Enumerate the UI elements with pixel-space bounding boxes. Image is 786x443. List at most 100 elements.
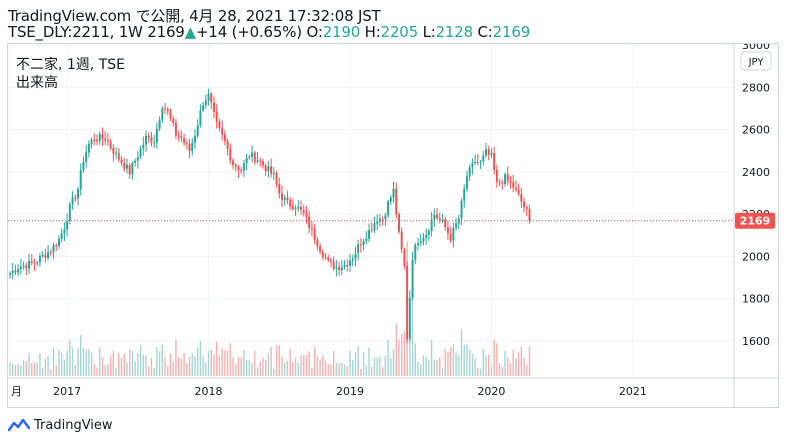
candle-body <box>433 214 436 220</box>
candle-body <box>112 147 115 154</box>
x-tick-label: 2018 <box>195 385 223 398</box>
candle-body <box>479 161 482 163</box>
volume-bar <box>496 343 498 376</box>
volume-bar <box>460 329 463 376</box>
volume-bar <box>528 346 531 376</box>
volume-bar <box>300 355 302 376</box>
volume-bar <box>474 358 476 376</box>
candle-body <box>234 164 237 167</box>
candle-body <box>264 165 267 172</box>
candle-body <box>169 111 172 119</box>
candle-body <box>349 260 351 266</box>
candle-body <box>199 110 202 126</box>
volume-bar <box>150 358 153 376</box>
candle-body <box>14 270 17 273</box>
candle-body <box>373 223 376 231</box>
candle-body <box>90 139 93 144</box>
volume-bar <box>259 361 261 376</box>
low-label: L: <box>422 23 436 41</box>
volume-bar <box>322 355 324 376</box>
candle-body <box>275 172 278 184</box>
volume-bar <box>395 324 397 376</box>
currency-badge[interactable] <box>740 51 772 71</box>
candle-body <box>22 265 25 267</box>
candle-body <box>297 206 300 209</box>
candle-body <box>395 188 398 215</box>
volume-bar <box>430 339 433 376</box>
volume-bar <box>449 347 452 376</box>
candle-body <box>310 227 313 229</box>
volume-bar <box>158 351 161 376</box>
volume-bar <box>275 345 278 376</box>
volume-bar <box>50 369 52 376</box>
candle-body <box>229 148 232 161</box>
candle-body <box>47 252 50 258</box>
candle-body <box>139 148 142 158</box>
candle-body <box>68 204 71 222</box>
candle-body <box>294 208 297 210</box>
volume-bar <box>137 353 139 376</box>
chart-frame: 16001800200022002400260028003000 月201720… <box>7 39 779 408</box>
volume-bar <box>139 345 142 376</box>
candle-body <box>446 227 449 234</box>
candle-body <box>471 162 474 168</box>
volume-bar <box>368 347 370 376</box>
candle-body <box>251 152 254 157</box>
candle-body <box>253 152 256 162</box>
volume-bar <box>254 350 256 376</box>
volume-bar <box>180 358 183 376</box>
candle-body <box>155 128 158 143</box>
volume-bar <box>286 360 289 376</box>
candle-body <box>324 256 327 258</box>
volume-bar <box>507 357 509 376</box>
volume-bar <box>196 347 199 376</box>
x-tick-label: 月 <box>11 385 22 398</box>
footer-brand[interactable]: TradingView <box>8 414 113 436</box>
volume-bar <box>167 365 169 376</box>
volume-bar <box>237 357 240 376</box>
volume-bar <box>14 364 17 376</box>
volume-bar <box>520 346 523 376</box>
y-tick-label: 2600 <box>742 124 770 137</box>
volume-bar <box>292 361 294 376</box>
volume-bar <box>439 357 441 376</box>
volume-bar <box>343 364 346 376</box>
volume-bar <box>240 357 242 376</box>
volume-bar <box>80 335 82 376</box>
candle-body <box>66 221 69 230</box>
candle-body <box>136 157 139 161</box>
volume-bar <box>501 366 504 376</box>
candle-body <box>465 176 468 189</box>
candle-body <box>332 261 335 269</box>
volume-bar <box>85 350 87 376</box>
volume-bar <box>96 367 98 376</box>
tradingview-logo-icon <box>8 418 30 432</box>
candle-body <box>444 219 447 228</box>
volume-bar <box>148 366 150 376</box>
candle-body <box>397 214 400 232</box>
candle-body <box>177 135 180 137</box>
candle-body <box>272 172 275 174</box>
candle-body <box>256 160 259 162</box>
volume-bar <box>411 297 414 376</box>
candle-body <box>82 161 85 171</box>
price-chart[interactable]: 16001800200022002400260028003000 月201720… <box>8 39 778 407</box>
candle-body <box>193 135 196 143</box>
currency-label: JPY <box>748 57 765 68</box>
candle-body <box>425 234 428 238</box>
volume-bar <box>281 356 283 376</box>
volume-bars <box>9 241 531 376</box>
x-tick-label: 2020 <box>477 385 505 398</box>
volume-bar <box>273 368 275 376</box>
volume-bar <box>41 367 44 376</box>
candle-body <box>161 108 164 120</box>
volume-bar <box>305 354 308 376</box>
candle-body <box>400 231 403 250</box>
volume-bar <box>177 357 180 376</box>
candle-body <box>365 238 368 241</box>
volume-bar <box>36 362 38 376</box>
volume-bar <box>172 361 174 376</box>
candle-body <box>101 133 104 139</box>
volume-bar <box>270 347 272 376</box>
volume-bar <box>243 350 245 376</box>
